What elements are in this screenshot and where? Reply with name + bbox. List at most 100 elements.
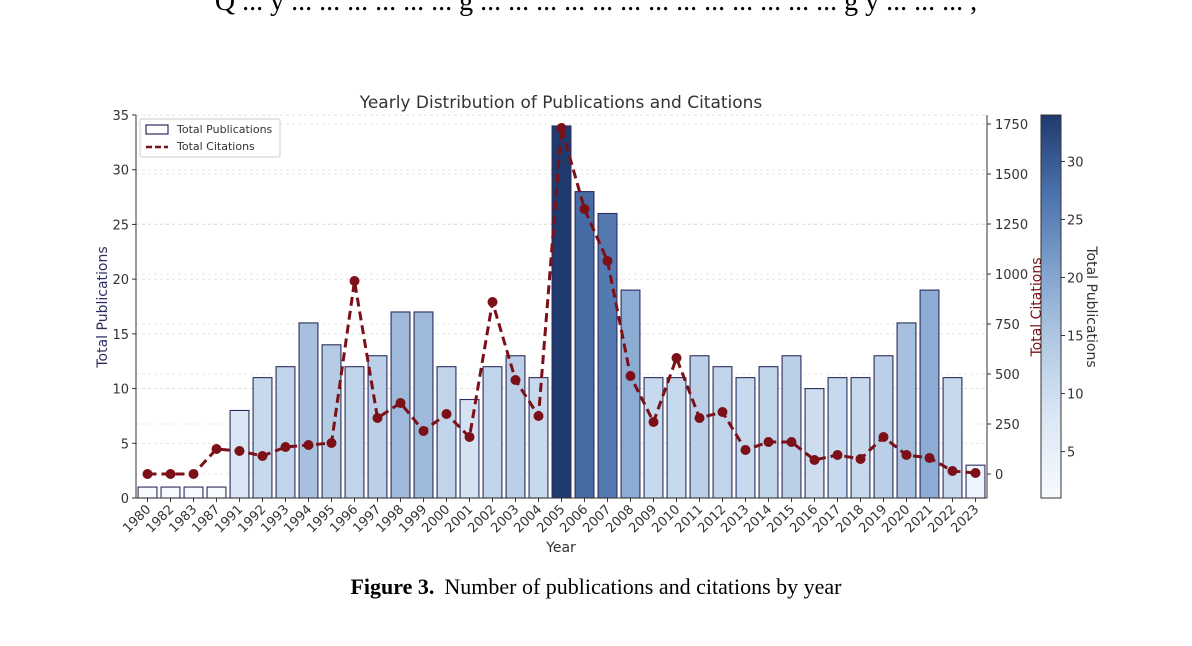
citation-point-2006	[579, 204, 590, 214]
bar-2002	[482, 366, 503, 499]
figure-caption-label: Figure 3.	[350, 574, 435, 599]
bar-1993	[275, 366, 296, 499]
chart-title: Yearly Distribution of Publications and …	[359, 93, 763, 113]
x-axis-title: Year	[545, 540, 576, 556]
colorbar: 5 10 15 20 25 30	[1040, 114, 1084, 499]
y2-tick-label: 1750	[995, 118, 1028, 133]
citation-point-1999	[418, 426, 429, 436]
bar-2001	[459, 398, 480, 499]
bar-2015	[781, 355, 802, 499]
citation-point-2023	[970, 468, 981, 478]
citation-point-1997	[372, 413, 383, 423]
citation-point-2010	[671, 353, 682, 363]
bar-2021	[919, 289, 940, 499]
colorbar-tick-label: 15	[1067, 330, 1084, 345]
bar-2000	[436, 366, 457, 499]
bar-2017	[827, 377, 848, 499]
bars	[137, 125, 986, 499]
y2-tick-label: 750	[995, 318, 1020, 333]
y2-tick-label: 500	[995, 368, 1020, 383]
y2-tick-label: 1500	[995, 168, 1028, 183]
bar-2014	[758, 366, 779, 499]
bar-2022	[942, 377, 963, 499]
colorbar-tick-label: 25	[1067, 213, 1084, 228]
y-tick-label: 30	[112, 164, 129, 179]
citation-point-1994	[303, 440, 314, 450]
bar-1982	[160, 486, 181, 499]
citation-point-2015	[786, 437, 797, 447]
bar-1992	[252, 377, 273, 499]
bar-2016	[804, 388, 825, 499]
colorbar-tick-label: 30	[1067, 155, 1084, 170]
colorbar-gradient	[1040, 114, 1062, 499]
y-axis-title: Total Publications	[95, 246, 111, 368]
colorbar-tick-label: 5	[1067, 446, 1075, 461]
citation-point-2013	[740, 445, 751, 455]
y-tick-label: 25	[112, 218, 129, 233]
y2-tick-label: 0	[995, 468, 1003, 483]
bar-2006	[574, 191, 595, 499]
chart: 0 5 10 15 20 25 30 35 0 250 500 750 1000 1250 1500 1750…	[95, 93, 1099, 556]
citation-point-1992	[257, 451, 268, 461]
citation-point-2019	[878, 432, 889, 442]
citation-point-2000	[441, 409, 452, 419]
bar-2010	[666, 377, 687, 499]
colorbar-title: Total Publications	[1083, 245, 1099, 367]
citation-point-1998	[395, 398, 406, 408]
citation-point-2018	[855, 454, 866, 464]
y2-tick-label: 250	[995, 418, 1020, 433]
y-tick-label: 5	[121, 437, 129, 452]
colorbar-tick-label: 10	[1067, 388, 1084, 403]
cut-off-text-line: Q ... y ... ... ... ... ... ... g ... ..…	[214, 0, 978, 17]
colorbar-tick-label: 20	[1067, 271, 1084, 286]
bar-1996	[344, 366, 365, 499]
bar-2005	[551, 125, 572, 499]
citation-point-2017	[832, 450, 843, 460]
citation-point-2016	[809, 455, 820, 465]
citation-point-1991	[234, 446, 245, 456]
citations-line-group	[142, 123, 981, 479]
citation-point-2005	[556, 123, 567, 133]
y-tick-label: 0	[121, 492, 129, 507]
citation-point-2014	[763, 437, 774, 447]
bar-2008	[620, 289, 641, 499]
citation-point-2021	[924, 453, 935, 463]
bar-2012	[712, 366, 733, 499]
axes	[132, 114, 991, 502]
citation-point-2020	[901, 450, 912, 460]
bar-2019	[873, 355, 894, 499]
bar-1983	[183, 486, 204, 499]
bar-1995	[321, 344, 342, 499]
y-tick-label: 20	[112, 273, 129, 288]
bar-1987	[206, 486, 227, 499]
bar-2018	[850, 377, 871, 499]
figure-caption: Figure 3. Number of publications and cita…	[0, 574, 1192, 600]
citation-point-1996	[349, 276, 360, 286]
citation-point-2004	[533, 411, 544, 421]
y-tick-label: 15	[112, 328, 129, 343]
y-tick-label: 35	[112, 109, 129, 124]
legend: Total Publications Total Citations	[139, 118, 281, 158]
y-tick-label: 10	[112, 383, 129, 398]
legend-label-publications: Total Publications	[176, 123, 273, 136]
y2-tick-label: 1250	[995, 218, 1028, 233]
citation-point-2009	[648, 417, 659, 427]
citation-point-1995	[326, 438, 337, 448]
citation-point-1987	[211, 444, 222, 454]
bar-1980	[137, 486, 158, 499]
legend-label-citations: Total Citations	[176, 140, 255, 153]
bar-1999	[413, 311, 434, 499]
citation-point-2002	[487, 297, 498, 307]
bar-1997	[367, 355, 388, 499]
figure-caption-text: Number of publications and citations by …	[444, 574, 842, 599]
citation-point-2003	[510, 375, 521, 385]
citation-point-1982	[165, 469, 176, 479]
citation-point-1993	[280, 442, 291, 452]
citation-point-2001	[464, 432, 475, 442]
bar-2004	[528, 377, 549, 499]
legend-bar-swatch	[145, 124, 169, 135]
citation-point-1983	[188, 469, 199, 479]
bar-2011	[689, 355, 710, 499]
citation-point-2008	[625, 371, 636, 381]
citation-point-1980	[142, 469, 153, 479]
